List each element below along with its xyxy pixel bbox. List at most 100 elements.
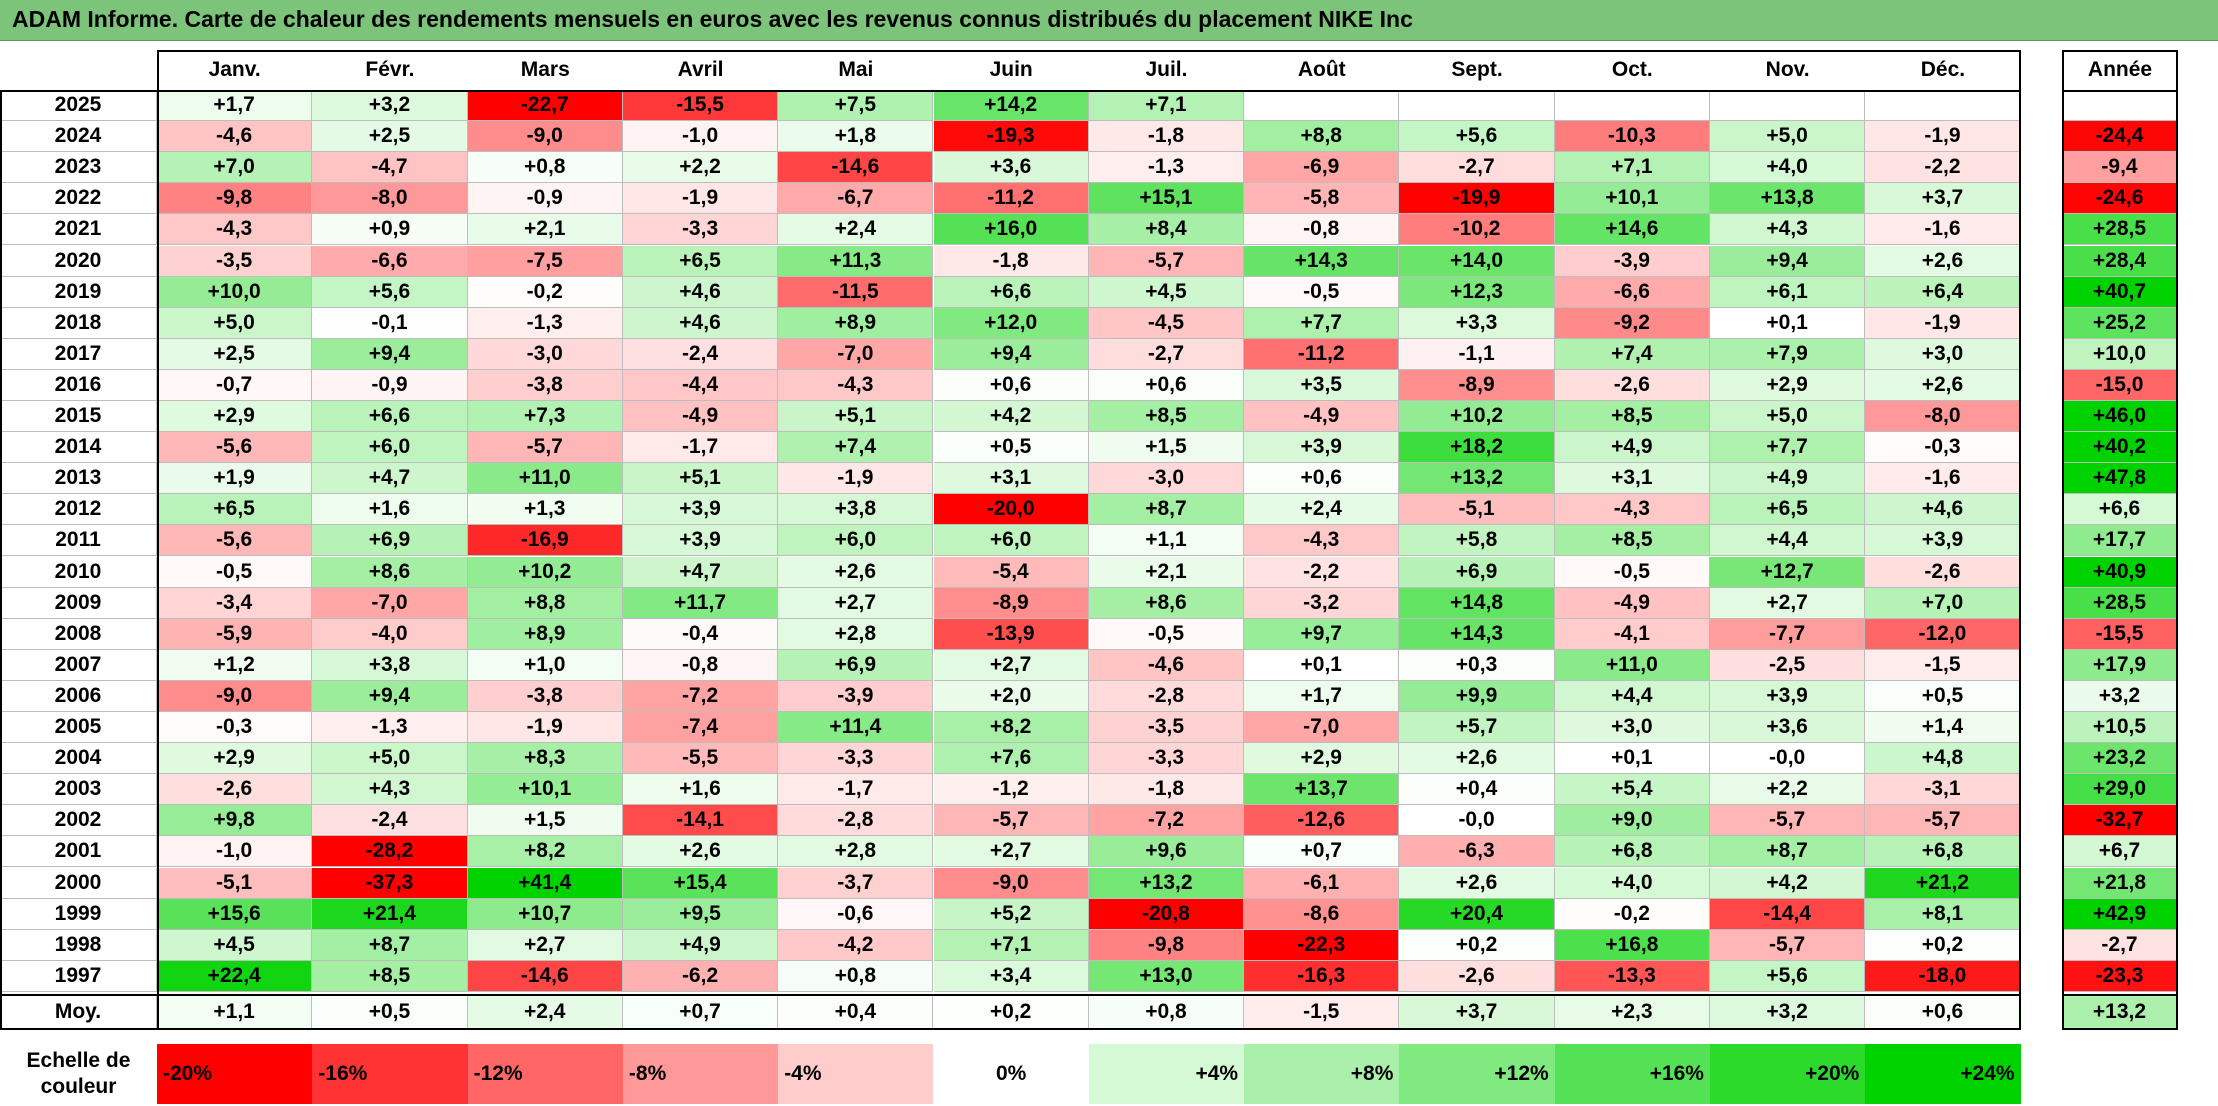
average-cell: +0,8: [1088, 994, 1245, 1030]
year-label: 2015: [0, 401, 157, 433]
heatmap-cell: +4,7: [622, 556, 779, 588]
heatmap-cell: +10,1: [467, 774, 623, 806]
heatmap-cell: -0,0: [1710, 743, 1866, 775]
heatmap-cell: +1,5: [467, 805, 623, 837]
heatmap-cell: +9,0: [1554, 805, 1710, 837]
heatmap-cell: +10,7: [467, 898, 623, 930]
heatmap-cell: +9,4: [312, 680, 468, 712]
heatmap-cell: +2,5: [157, 338, 313, 370]
heatmap-cell: -37,3: [312, 867, 468, 899]
year-label: 2013: [0, 463, 157, 495]
heatmap-cell: +5,0: [1710, 401, 1866, 433]
annual-cell: -15,0: [2062, 369, 2178, 401]
heatmap-cell: -8,6: [1244, 898, 1400, 930]
heatmap-cell: -11,2: [933, 183, 1089, 215]
heatmap-cell: -11,5: [778, 276, 934, 308]
heatmap-cell: +0,8: [467, 152, 623, 184]
heatmap-cell: +6,6: [312, 401, 468, 433]
heatmap-cell: +21,2: [1865, 867, 2021, 899]
heatmap-cell: +2,4: [1244, 494, 1400, 526]
heatmap-cell: -2,8: [778, 805, 934, 837]
heatmap-cell: +8,5: [1554, 525, 1710, 557]
heatmap-cell: -3,5: [1088, 712, 1245, 744]
heatmap-cell: -3,9: [1554, 245, 1710, 277]
heatmap-cell: +10,0: [157, 276, 313, 308]
heatmap-cell: +3,6: [1710, 712, 1866, 744]
heatmap-cell: -8,0: [1865, 401, 2021, 433]
heatmap-cell: -14,6: [467, 960, 623, 992]
year-label: 2010: [0, 556, 157, 588]
heatmap-cell: -20,8: [1088, 898, 1245, 930]
heatmap-cell: +2,8: [778, 618, 934, 650]
heatmap-cell: +3,6: [933, 152, 1089, 184]
heatmap-cell: -0,5: [1244, 276, 1400, 308]
scale-swatch: +24%: [1865, 1044, 2021, 1104]
heatmap-cell: -1,3: [312, 712, 468, 744]
heatmap-cell: +7,4: [778, 432, 934, 464]
scale-swatch: +12%: [1399, 1044, 1555, 1104]
month-header: Sept.: [1399, 50, 1555, 90]
annual-cell: -24,6: [2062, 183, 2178, 215]
heatmap-cell: +13,7: [1244, 774, 1400, 806]
month-header: Avril: [622, 50, 779, 90]
heatmap-cell: -9,8: [1088, 929, 1245, 961]
heatmap-cell: +10,1: [1554, 183, 1710, 215]
heatmap-cell: +6,9: [1399, 556, 1555, 588]
heatmap-cell: -16,9: [467, 525, 623, 557]
heatmap-cell: -9,8: [157, 183, 313, 215]
heatmap-cell: -3,5: [157, 245, 313, 277]
heatmap-cell: +3,9: [1710, 680, 1866, 712]
heatmap-cell: -2,6: [157, 774, 313, 806]
heatmap-cell: -4,4: [622, 369, 779, 401]
heatmap-cell: +13,2: [1088, 867, 1245, 899]
heatmap-cell: -4,3: [1554, 494, 1710, 526]
year-label: 2001: [0, 836, 157, 868]
heatmap-cell: +2,7: [933, 649, 1089, 681]
heatmap-cell: +5,0: [312, 743, 468, 775]
heatmap-cell: -0,5: [1088, 618, 1245, 650]
heatmap-cell: -6,3: [1399, 836, 1555, 868]
heatmap-cell: +3,9: [1865, 525, 2021, 557]
heatmap-cell: -28,2: [312, 836, 468, 868]
heatmap-cell: -1,7: [778, 774, 934, 806]
heatmap-cell: -1,0: [157, 836, 313, 868]
heatmap-cell: -1,0: [622, 121, 779, 153]
year-label: 2000: [0, 867, 157, 899]
heatmap-cell: [1554, 90, 1710, 122]
heatmap-cell: +14,3: [1244, 245, 1400, 277]
header-rule: [0, 90, 2021, 92]
heatmap-cell: -5,4: [933, 556, 1089, 588]
heatmap-cell: -0,0: [1399, 805, 1555, 837]
heatmap-cell: +8,2: [933, 712, 1089, 744]
heatmap-cell: +0,6: [1088, 369, 1245, 401]
heatmap-cell: -0,5: [157, 556, 313, 588]
heatmap-cell: +4,6: [1865, 494, 2021, 526]
heatmap-cell: -2,7: [1399, 152, 1555, 184]
heatmap-cell: -6,7: [778, 183, 934, 215]
annual-cell: +42,9: [2062, 898, 2178, 930]
heatmap-cell: +2,0: [933, 680, 1089, 712]
heatmap-cell: +6,0: [778, 525, 934, 557]
heatmap-cell: +7,1: [933, 929, 1089, 961]
heatmap-cell: -3,4: [157, 587, 313, 619]
heatmap-cell: -5,7: [467, 432, 623, 464]
heatmap-cell: +4,4: [1710, 525, 1866, 557]
annual-cell: -32,7: [2062, 805, 2178, 837]
annual-cell: +23,2: [2062, 743, 2178, 775]
heatmap-cell: +10,2: [467, 556, 623, 588]
annual-cell: +6,6: [2062, 494, 2178, 526]
heatmap-cell: +2,8: [778, 836, 934, 868]
average-cell: +1,1: [157, 994, 313, 1030]
heatmap-cell: +4,0: [1710, 152, 1866, 184]
annual-header: Année: [2062, 50, 2178, 90]
heatmap-cell: +0,2: [1399, 929, 1555, 961]
heatmap-cell: +5,2: [933, 898, 1089, 930]
heatmap-cell: -2,2: [1244, 556, 1400, 588]
heatmap-cell: +2,2: [622, 152, 779, 184]
heatmap-cell: +2,7: [778, 587, 934, 619]
heatmap-cell: -1,8: [1088, 774, 1245, 806]
heatmap-cell: +0,7: [1244, 836, 1400, 868]
annual-cell: -15,5: [2062, 618, 2178, 650]
heatmap-cell: -0,8: [622, 649, 779, 681]
heatmap-cell: +7,9: [1710, 338, 1866, 370]
